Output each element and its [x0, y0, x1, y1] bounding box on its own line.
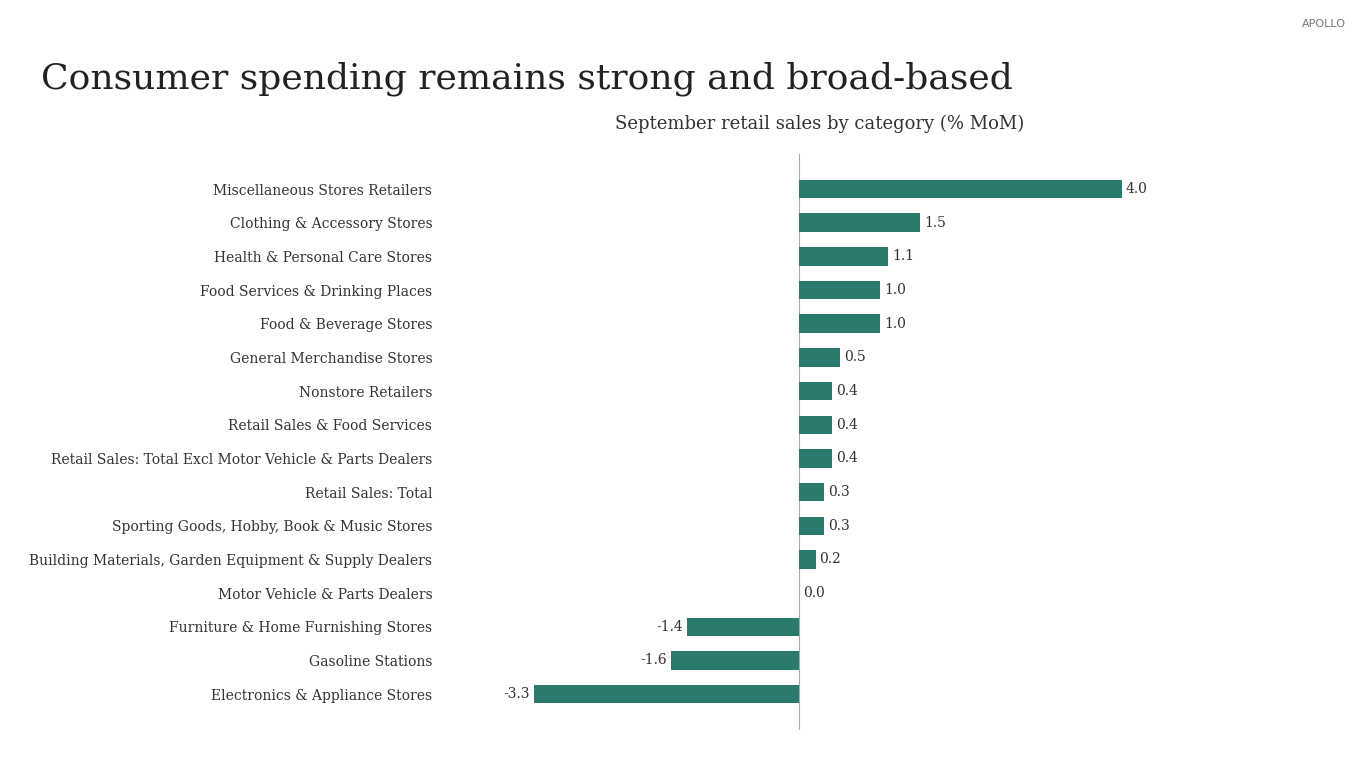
Text: 0.3: 0.3	[828, 485, 850, 499]
Bar	[799, 247, 888, 266]
Title: September retail sales by category (% MoM): September retail sales by category (% Mo…	[615, 114, 1024, 133]
Text: 0.4: 0.4	[836, 418, 858, 432]
Bar	[799, 449, 832, 468]
Text: Consumer spending remains strong and broad-based: Consumer spending remains strong and bro…	[41, 61, 1012, 96]
Bar	[671, 651, 799, 670]
Text: 1.5: 1.5	[925, 216, 947, 230]
Bar	[799, 550, 816, 569]
Bar	[534, 685, 799, 703]
Text: 1.1: 1.1	[892, 250, 914, 263]
Bar	[799, 281, 880, 300]
Bar	[799, 382, 832, 400]
Text: -3.3: -3.3	[503, 687, 530, 701]
Bar	[799, 517, 824, 535]
Bar	[799, 180, 1121, 198]
Text: 1.0: 1.0	[884, 283, 906, 297]
Bar	[799, 314, 880, 333]
Bar	[799, 214, 921, 232]
Text: 0.4: 0.4	[836, 384, 858, 398]
Text: APOLLO: APOLLO	[1302, 19, 1346, 29]
Bar	[799, 415, 832, 434]
Text: 0.5: 0.5	[844, 350, 866, 364]
Text: 0.2: 0.2	[820, 552, 841, 567]
Bar	[687, 617, 799, 636]
Text: 0.4: 0.4	[836, 452, 858, 465]
Bar	[799, 348, 840, 366]
Bar	[799, 483, 824, 502]
Text: 4.0: 4.0	[1126, 182, 1147, 196]
Text: -1.4: -1.4	[656, 620, 683, 634]
Text: -1.6: -1.6	[641, 654, 667, 667]
Text: 0.3: 0.3	[828, 519, 850, 533]
Text: 1.0: 1.0	[884, 316, 906, 331]
Text: 0.0: 0.0	[803, 586, 825, 600]
